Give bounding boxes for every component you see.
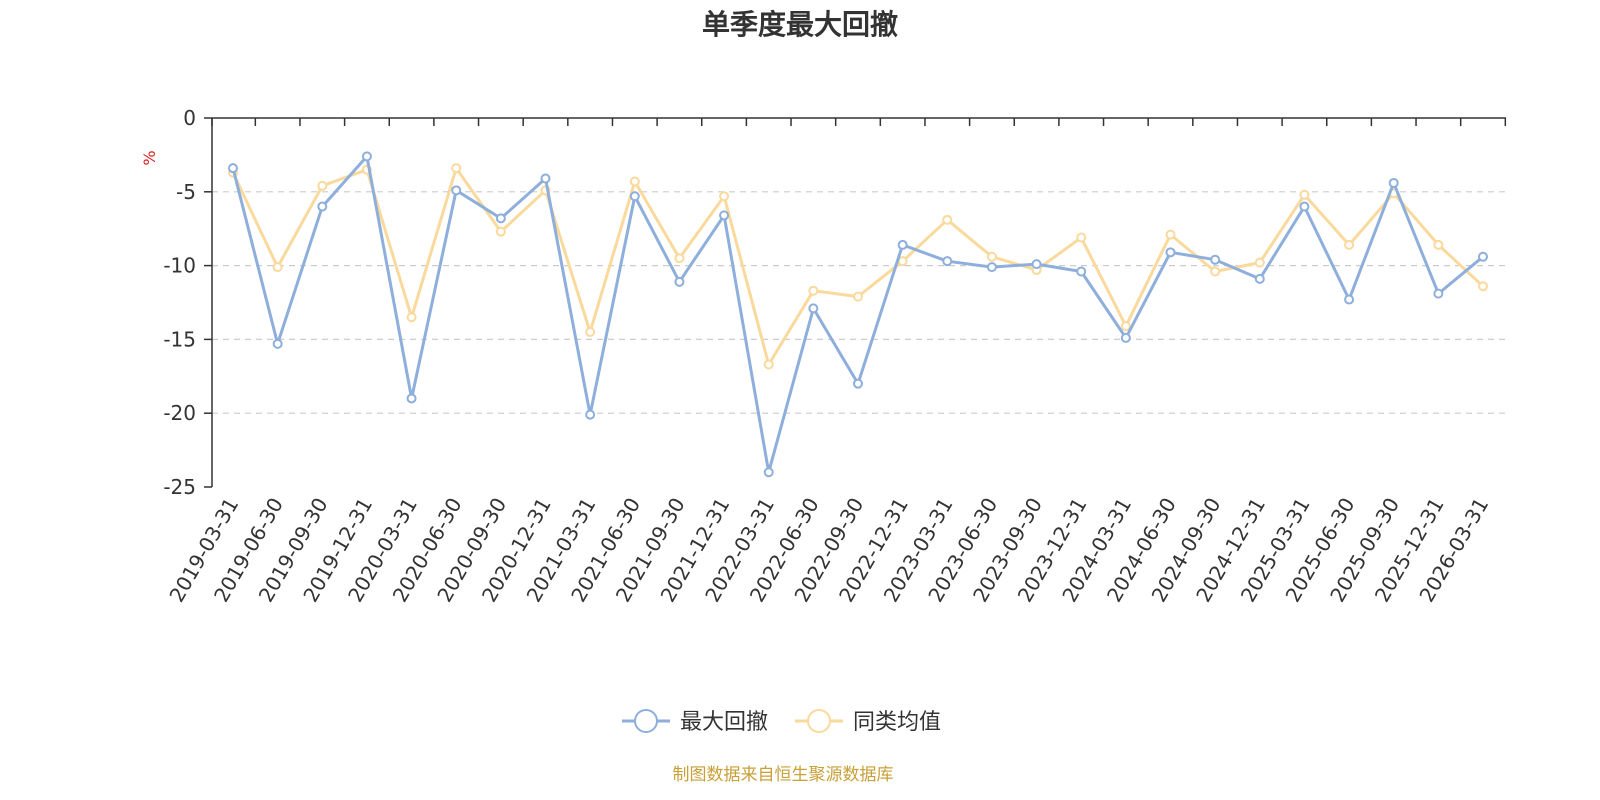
axes	[204, 117, 1507, 488]
data-point	[674, 276, 685, 287]
data-point	[1433, 239, 1444, 250]
legend-item-peer-average[interactable]: 同类均值	[795, 709, 941, 735]
data-point	[1478, 251, 1488, 262]
data-point	[451, 163, 462, 174]
y-tick-labels: 0 -5 -10 -15 -20 -25	[163, 106, 196, 499]
data-point	[853, 378, 863, 389]
data-point	[897, 239, 908, 250]
legend-item-max-drawdown[interactable]: 最大回撤	[622, 709, 768, 735]
y-tick-label: 0	[183, 106, 196, 130]
data-point	[1299, 189, 1310, 200]
data-point	[629, 176, 640, 187]
data-point	[808, 303, 819, 314]
data-point	[585, 409, 596, 420]
data-point	[942, 214, 953, 225]
legend-marker-peer-average	[807, 709, 831, 733]
data-point	[1165, 247, 1176, 258]
data-point	[1433, 288, 1444, 299]
data-point	[629, 191, 640, 202]
data-point	[317, 201, 328, 212]
data-point	[808, 285, 819, 296]
data-point	[1299, 201, 1310, 212]
data-point	[1210, 266, 1221, 277]
data-point	[495, 226, 506, 237]
data-point	[1076, 232, 1087, 243]
data-point	[361, 151, 372, 162]
data-point	[495, 213, 506, 224]
data-point	[1120, 332, 1131, 343]
data-point	[1031, 259, 1042, 270]
y-tick-label: -15	[163, 327, 196, 351]
data-point	[228, 163, 238, 174]
y-tick-label: -25	[163, 475, 196, 499]
data-point	[986, 251, 997, 262]
data-point	[317, 180, 328, 191]
y-axis-unit-label: %	[140, 150, 159, 165]
series-line	[231, 166, 1485, 366]
data-point	[1210, 254, 1221, 265]
data-point	[853, 291, 863, 302]
y-tick-label: -20	[163, 401, 196, 425]
data-point	[719, 210, 730, 221]
data-point	[1254, 273, 1265, 284]
data-point	[272, 338, 283, 349]
data-point	[1165, 229, 1176, 240]
data-point	[1120, 321, 1131, 332]
data-point	[272, 262, 283, 273]
data-point	[406, 312, 417, 323]
data-point	[1344, 239, 1355, 250]
data-point	[1254, 257, 1265, 268]
grid-lines	[212, 191, 1506, 414]
y-tick-label: -5	[176, 180, 196, 204]
data-point	[451, 185, 462, 196]
chart-title: 单季度最大回撤	[702, 8, 898, 41]
data-point	[1344, 294, 1355, 305]
data-point	[763, 359, 774, 370]
data-point	[719, 191, 730, 202]
series-lines	[228, 151, 1488, 478]
x-tick-labels: 2019-03-312019-06-302019-09-302019-12-31…	[164, 493, 1493, 606]
data-point	[540, 173, 551, 184]
data-point	[942, 256, 953, 267]
legend-label-max-drawdown: 最大回撤	[680, 710, 768, 735]
data-point	[406, 393, 417, 404]
data-source-note: 制图数据来自恒生聚源数据库	[673, 765, 894, 785]
series-1	[228, 163, 1488, 370]
data-point	[585, 327, 596, 338]
data-point	[763, 467, 774, 478]
data-point	[1076, 266, 1087, 277]
data-point	[674, 253, 685, 264]
legend: 最大回撤 同类均值	[622, 709, 941, 735]
legend-label-peer-average: 同类均值	[853, 710, 941, 735]
series-line	[231, 154, 1484, 474]
data-point	[986, 262, 997, 273]
data-point	[1478, 281, 1488, 292]
data-point	[1388, 177, 1399, 188]
series-0	[228, 151, 1488, 478]
legend-marker-max-drawdown	[634, 709, 658, 733]
y-tick-label: -10	[163, 254, 196, 278]
